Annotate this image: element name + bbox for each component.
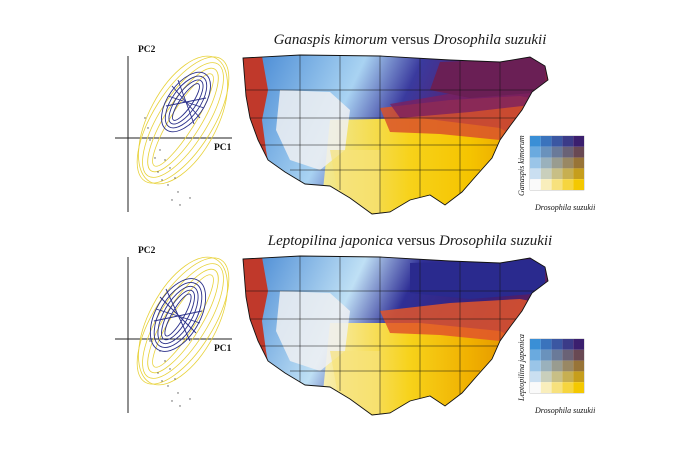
legend-cell [551,157,563,169]
legend-cell [562,339,574,350]
legend-cell [530,179,541,190]
legend-cell [540,339,552,350]
legend-cell [530,382,541,393]
legend-cell [551,349,563,361]
legend-cell [573,371,584,383]
legend-cell [562,136,574,147]
host-points [149,340,191,407]
panel-graphics: PC2 PC1 [115,246,595,416]
legend-cell [551,371,563,383]
legend-cell [573,360,584,372]
legend-cell [573,339,584,350]
legend-cell [540,371,552,383]
legend-cell [573,382,584,393]
host-niche-ellipse [136,256,230,386]
bivariate-legend: Drosophila suzukii Leptopilina japonica [517,334,595,415]
legend-cell [551,146,563,158]
legend-cell [540,179,552,190]
pc2-label: PC2 [138,246,156,256]
legend-cell [530,136,541,147]
legend-cell [562,168,574,180]
pca-biplot: PC2 PC1 [115,45,232,212]
title-joiner: versus [396,233,436,249]
us-map [242,255,549,416]
legend-cell [540,146,552,158]
panel-ganaspis: Ganaspis kimorum versus Drosophila suzuk… [115,32,670,215]
bivariate-legend: Drosophila suzukii Ganaspis kimorum [517,135,595,212]
legend-cell [540,349,552,361]
legend-cell [562,360,574,372]
pc1-label: PC1 [214,344,232,354]
parasitoid-niche-ellipse [161,71,211,133]
legend-y-label: Ganaspis kimorum [517,135,526,196]
legend-grid [530,339,584,393]
us-outline [242,255,549,416]
legend-x-label: Drosophila suzukii [534,406,595,415]
legend-cell [540,157,552,169]
legend-cell [551,136,563,147]
legend-cell [573,168,584,180]
panel-title: Ganaspis kimorum versus Drosophila suzuk… [150,32,670,49]
legend-cell [562,371,574,383]
legend-cell [562,382,574,393]
legend-x-label: Drosophila suzukii [534,203,595,212]
panel-title: Leptopilina japonica versus Drosophila s… [150,233,670,250]
legend-cell [530,168,541,180]
legend-cell [551,179,563,190]
title-host: Drosophila suzukii [433,32,547,48]
legend-cell [540,168,552,180]
legend-cell [573,349,584,361]
parasitoid-niche-ellipse [149,278,207,352]
legend-cell [530,339,541,350]
us-outline [242,54,549,215]
pc1-label: PC1 [214,143,232,153]
legend-cell [573,157,584,169]
pc2-label: PC2 [138,45,156,55]
panel-leptopilina: Leptopilina japonica versus Drosophila s… [0,227,700,454]
legend-cell [530,157,541,169]
title-host: Drosophila suzukii [439,233,553,249]
panel-graphics: PC2 PC1 [115,45,595,215]
legend-cell [530,349,541,361]
legend-cell [573,136,584,147]
legend-cell [530,360,541,372]
legend-cell [562,157,574,169]
legend-cell [540,136,552,147]
legend-cell [573,146,584,158]
us-map [242,54,549,215]
legend-cell [551,168,563,180]
legend-y-label: Leptopilina japonica [517,334,526,402]
legend-cell [573,179,584,190]
legend-cell [562,146,574,158]
legend-cell [562,179,574,190]
legend-grid [530,136,584,190]
legend-cell [551,339,563,350]
title-joiner: versus [391,32,430,48]
legend-cell [551,360,563,372]
legend-cell [540,360,552,372]
legend-cell [530,371,541,383]
title-species: Ganaspis kimorum [273,32,388,48]
host-points [144,117,191,206]
legend-cell [530,146,541,158]
legend-cell [540,382,552,393]
pca-biplot: PC2 PC1 [115,246,232,413]
legend-cell [551,382,563,393]
legend-cell [562,349,574,361]
title-species: Leptopilina japonica [267,233,394,249]
